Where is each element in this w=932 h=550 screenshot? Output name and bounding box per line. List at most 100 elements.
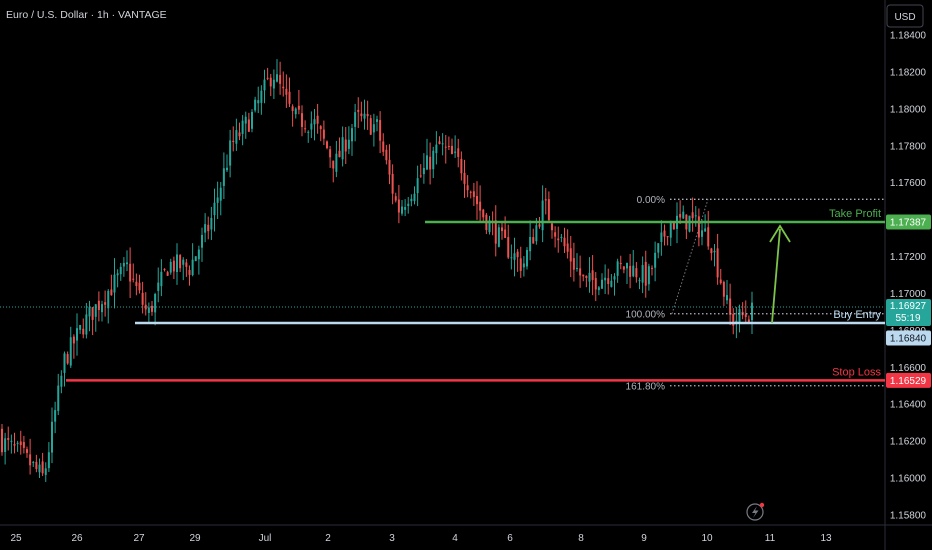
candle-body — [501, 227, 503, 232]
stop-loss-label: Stop Loss — [832, 366, 881, 378]
candle-body — [110, 289, 113, 296]
candle-body — [144, 304, 147, 310]
candle-body — [647, 266, 650, 285]
candle-body — [63, 353, 66, 373]
time-axis[interactable]: 25 26 27 29 Jul 2 3 4 6 8 9 10 11 13 — [10, 533, 832, 544]
candle-body — [488, 220, 491, 233]
candle-body — [585, 275, 588, 279]
candle-body — [176, 254, 178, 273]
fib-trend-line[interactable] — [671, 199, 709, 314]
arrow-shaft[interactable] — [771, 228, 781, 324]
arrow-head[interactable] — [769, 224, 791, 243]
candle-body — [476, 196, 478, 205]
lightning-icon-ring[interactable] — [746, 503, 764, 521]
candle-body — [394, 196, 397, 201]
candle-body — [563, 237, 566, 247]
candle-body — [91, 307, 94, 320]
candle-body — [154, 293, 157, 313]
candle-body — [135, 281, 138, 286]
candle-body — [276, 74, 278, 82]
candle-body — [672, 222, 675, 230]
candle-body — [713, 250, 716, 253]
candle-body — [738, 309, 741, 324]
candle-body — [147, 307, 150, 313]
candle-body — [107, 290, 110, 309]
candle-body — [219, 187, 222, 201]
candle-body — [288, 91, 291, 104]
time-tick-label: 13 — [820, 533, 832, 544]
currency-button[interactable]: USD — [886, 4, 924, 28]
candle-body — [426, 155, 428, 170]
candle-body — [429, 156, 432, 170]
stop-loss-price: 1.16529 — [890, 376, 927, 387]
candle-body — [94, 304, 97, 317]
candle-body — [316, 115, 319, 124]
time-tick-label: 11 — [765, 533, 776, 544]
candle-body — [307, 131, 310, 133]
candle-body — [232, 140, 235, 143]
candle-body — [457, 148, 460, 157]
currency-label[interactable]: USD — [894, 12, 915, 23]
candle-body — [494, 220, 497, 244]
candle-body — [79, 325, 82, 330]
candle-body — [719, 279, 722, 284]
fibonacci-tool[interactable]: 0.00% 100.00% 161.80% — [626, 195, 885, 392]
buy-entry-label: Buy Entry — [833, 309, 881, 321]
candle-body — [82, 328, 85, 335]
candle-body — [629, 265, 632, 277]
candle-body — [51, 421, 53, 453]
candle-body — [13, 444, 16, 446]
lightning-icon[interactable] — [746, 502, 765, 521]
currency-button-frame[interactable] — [886, 4, 924, 28]
candle-body — [382, 141, 385, 152]
candle-body — [594, 278, 597, 290]
candle-body — [1, 428, 3, 453]
candle-body — [101, 304, 103, 313]
price-tick-label: 1.18000 — [890, 104, 927, 115]
candle-body — [254, 99, 257, 111]
candle-body — [4, 438, 7, 452]
price-tick-label: 1.18200 — [890, 67, 927, 78]
candle-body — [576, 267, 578, 269]
time-tick-label: 6 — [507, 533, 513, 544]
candle-body — [682, 211, 685, 219]
candle-body — [726, 295, 728, 301]
candle-body — [304, 128, 307, 130]
candle-body — [654, 252, 657, 268]
candle-body — [301, 113, 303, 127]
candle-body — [729, 298, 732, 315]
candle-body — [235, 130, 238, 144]
candle-body — [541, 200, 544, 231]
candle-body — [222, 168, 225, 186]
candle-body — [188, 269, 191, 275]
take-profit-price-badge: 1.17387 — [886, 214, 931, 230]
candle-body — [191, 259, 194, 276]
projection-arrow[interactable] — [769, 224, 791, 324]
price-tick-label: 1.16600 — [890, 363, 927, 374]
candle-body — [460, 158, 463, 174]
candle-body — [688, 215, 691, 232]
fib-level-label: 100.00% — [626, 309, 666, 320]
candle-body — [357, 109, 360, 112]
lightning-icon-bolt[interactable] — [752, 506, 759, 518]
candle-body — [163, 268, 166, 270]
candle-body — [463, 172, 466, 184]
candle-body — [257, 100, 260, 104]
candle-body — [579, 268, 582, 276]
candle-body — [632, 265, 635, 277]
candle-body — [513, 253, 516, 260]
candle-body — [372, 124, 375, 133]
notification-dot-icon — [759, 502, 765, 508]
candle-body — [19, 441, 22, 446]
candle-body — [32, 461, 35, 463]
take-profit-label: Take Profit — [829, 208, 881, 220]
candle-body — [638, 280, 641, 282]
candle-body — [751, 302, 753, 321]
candle-body — [401, 206, 403, 214]
candle-body — [244, 116, 247, 124]
candle-body — [341, 137, 344, 160]
candle-body — [644, 261, 647, 286]
candle-body — [66, 354, 69, 364]
candle-body — [557, 238, 560, 241]
